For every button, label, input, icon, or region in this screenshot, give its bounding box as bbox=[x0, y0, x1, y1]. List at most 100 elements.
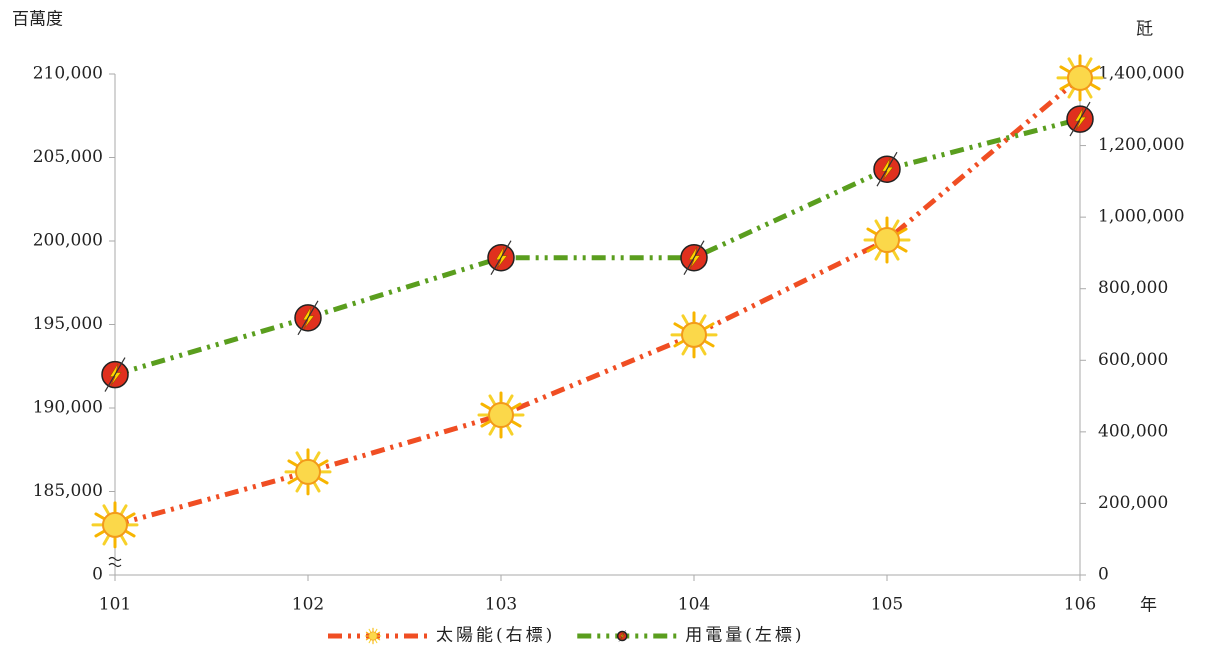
sun-ray bbox=[698, 314, 707, 326]
bolt-tail bbox=[1069, 101, 1091, 137]
sun-ray bbox=[376, 637, 381, 641]
sun-ray bbox=[488, 394, 497, 407]
y-tick-label: 185,000 bbox=[33, 481, 103, 501]
y-tick-label: 0 bbox=[92, 565, 103, 585]
series-line bbox=[114, 76, 1082, 528]
y2-axis-title: 瓩 bbox=[1136, 20, 1153, 40]
sun-ray bbox=[365, 637, 370, 641]
sun-ray bbox=[374, 628, 378, 633]
y2-tick-label: 400,000 bbox=[1098, 421, 1168, 441]
sun-core bbox=[681, 321, 707, 348]
sun-marker bbox=[670, 311, 718, 359]
y-tick-label: 190,000 bbox=[33, 398, 103, 418]
sun-ray bbox=[368, 628, 372, 633]
sun-marker bbox=[91, 501, 139, 549]
sun-ray bbox=[673, 322, 686, 331]
legend-label: 用電量(左標) bbox=[685, 626, 804, 646]
sun-ray bbox=[1059, 65, 1072, 74]
y2-tick-label: 0 bbox=[1098, 565, 1109, 585]
sun-core bbox=[1067, 64, 1093, 91]
sun-ray bbox=[295, 480, 304, 493]
series-line bbox=[114, 116, 1081, 377]
bolt-tail bbox=[297, 300, 319, 336]
sun-ray bbox=[102, 504, 111, 517]
sun-marker bbox=[364, 627, 382, 645]
y-tick-label: 210,000 bbox=[33, 64, 103, 84]
y2-tick-label: 600,000 bbox=[1098, 350, 1168, 370]
sun-ray bbox=[287, 459, 300, 468]
sun-core bbox=[102, 511, 128, 538]
sun-ray bbox=[94, 529, 107, 538]
sun-ray bbox=[1067, 86, 1076, 99]
sun-ray bbox=[509, 402, 522, 411]
x-axis-title: 年 bbox=[1140, 596, 1157, 616]
sun-ray bbox=[316, 476, 329, 485]
x-tick-label: 103 bbox=[485, 595, 517, 615]
bolt-tail bbox=[876, 151, 898, 187]
sun-ray bbox=[295, 451, 304, 464]
bolt-marker bbox=[616, 629, 628, 643]
y2-tick-label: 800,000 bbox=[1098, 278, 1168, 298]
sun-ray bbox=[866, 244, 879, 253]
sun-ray bbox=[1084, 86, 1093, 99]
bolt-tail bbox=[683, 240, 705, 276]
bolt-marker bbox=[487, 240, 515, 276]
x-tick-label: 105 bbox=[871, 595, 903, 615]
bolt-marker bbox=[294, 300, 322, 336]
sun-ray bbox=[895, 227, 908, 236]
sun-ray bbox=[316, 459, 329, 468]
sun-ray bbox=[94, 512, 107, 521]
sun-core bbox=[488, 402, 514, 429]
x-tick-label: 102 bbox=[292, 595, 324, 615]
sun-ray bbox=[895, 244, 908, 253]
sun-ray bbox=[480, 419, 493, 428]
sun-ray bbox=[698, 343, 707, 356]
sun-ray bbox=[312, 480, 321, 493]
bolt-tail bbox=[104, 357, 126, 392]
sun-marker bbox=[284, 448, 332, 496]
sun-ray bbox=[874, 248, 883, 261]
sun-ray bbox=[1084, 57, 1093, 70]
sun-ray bbox=[119, 504, 128, 517]
y2-tick-label: 1,200,000 bbox=[1098, 135, 1185, 155]
x-tick-label: 106 bbox=[1064, 595, 1096, 615]
y-tick-label: 205,000 bbox=[33, 147, 103, 167]
sun-ray bbox=[1059, 82, 1072, 91]
sun-core bbox=[874, 227, 900, 254]
sun-ray bbox=[480, 402, 493, 411]
sun-ray bbox=[102, 533, 111, 546]
sun-ray bbox=[488, 423, 497, 436]
axis-break bbox=[108, 556, 122, 568]
y2-tick-label: 1,000,000 bbox=[1098, 207, 1185, 227]
sun-ray bbox=[673, 339, 686, 348]
sun-ray bbox=[119, 533, 128, 546]
sun-ray bbox=[123, 512, 136, 521]
sun-ray bbox=[374, 639, 378, 644]
sun-marker bbox=[1056, 54, 1104, 102]
sun-ray bbox=[312, 451, 321, 464]
sun-ray bbox=[891, 248, 900, 261]
sun-ray bbox=[287, 476, 300, 485]
sun-ray bbox=[866, 227, 879, 236]
sun-ray bbox=[874, 219, 883, 232]
sun-ray bbox=[365, 631, 370, 635]
sun-ray bbox=[702, 339, 715, 348]
x-tick-label: 101 bbox=[99, 595, 131, 615]
y-axis-title: 百萬度 bbox=[12, 10, 63, 30]
sun-ray bbox=[1067, 57, 1076, 70]
sun-ray bbox=[376, 631, 381, 635]
sun-ray bbox=[509, 419, 522, 428]
sun-ray bbox=[681, 343, 690, 356]
sun-ray bbox=[505, 423, 514, 436]
sun-core bbox=[295, 458, 321, 485]
y-tick-label: 195,000 bbox=[33, 314, 103, 334]
y2-tick-label: 200,000 bbox=[1098, 493, 1168, 513]
y-tick-label: 200,000 bbox=[33, 231, 103, 251]
sun-marker bbox=[477, 391, 525, 439]
x-tick-label: 104 bbox=[678, 595, 710, 615]
bolt-tail bbox=[490, 240, 512, 276]
sun-core bbox=[368, 631, 378, 641]
sun-ray bbox=[1088, 82, 1101, 91]
sun-ray bbox=[368, 639, 372, 644]
